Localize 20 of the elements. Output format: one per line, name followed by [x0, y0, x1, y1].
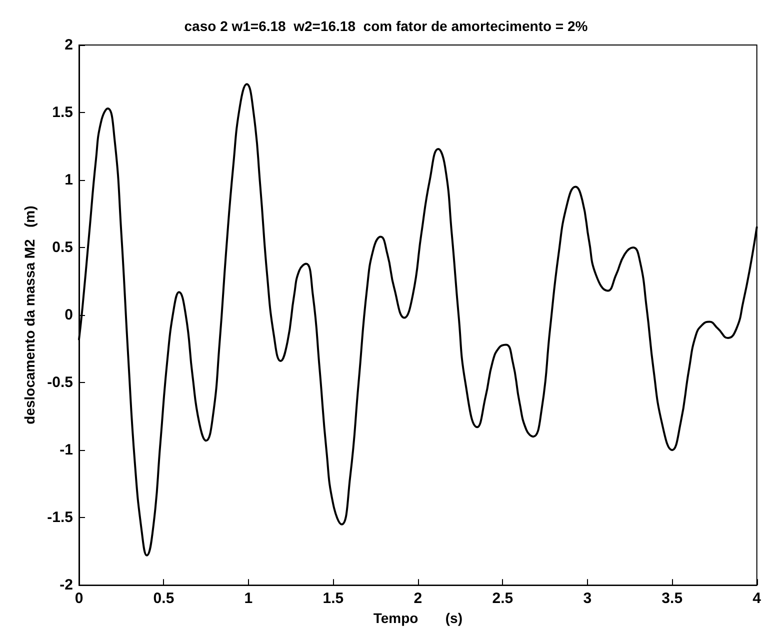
x-tick-label: 2.5 — [492, 590, 514, 608]
x-tick-label: 1 — [244, 590, 253, 608]
x-tick-label: 0.5 — [153, 590, 174, 608]
x-tick-label: 3 — [583, 590, 592, 608]
x-tick-label: 3.5 — [662, 590, 683, 608]
y-tick-label: 1.5 — [52, 104, 73, 122]
x-tick-label: 4 — [752, 590, 762, 608]
y-tick-label: -0.5 — [47, 374, 73, 392]
y-tick-label: -1.5 — [47, 509, 73, 526]
chart-title: caso 2 w1=6.18 w2=16.18 com fator de amortecimento = 2% — [184, 18, 588, 34]
y-axis-title: deslocamento da massa M2 (m) — [21, 206, 38, 424]
y-tick-label: 0 — [64, 306, 73, 324]
y-tick-label: -1 — [60, 442, 73, 459]
x-axis-title: Tempo (s) — [373, 610, 463, 626]
y-tick-label: 1 — [64, 172, 73, 189]
y-tick-label: 0.5 — [52, 239, 73, 256]
y-tick-label: 2 — [64, 36, 73, 54]
y-tick-label: -2 — [60, 576, 73, 594]
x-tick-label: 2 — [414, 590, 422, 608]
x-tick-label: 1.5 — [322, 590, 344, 608]
